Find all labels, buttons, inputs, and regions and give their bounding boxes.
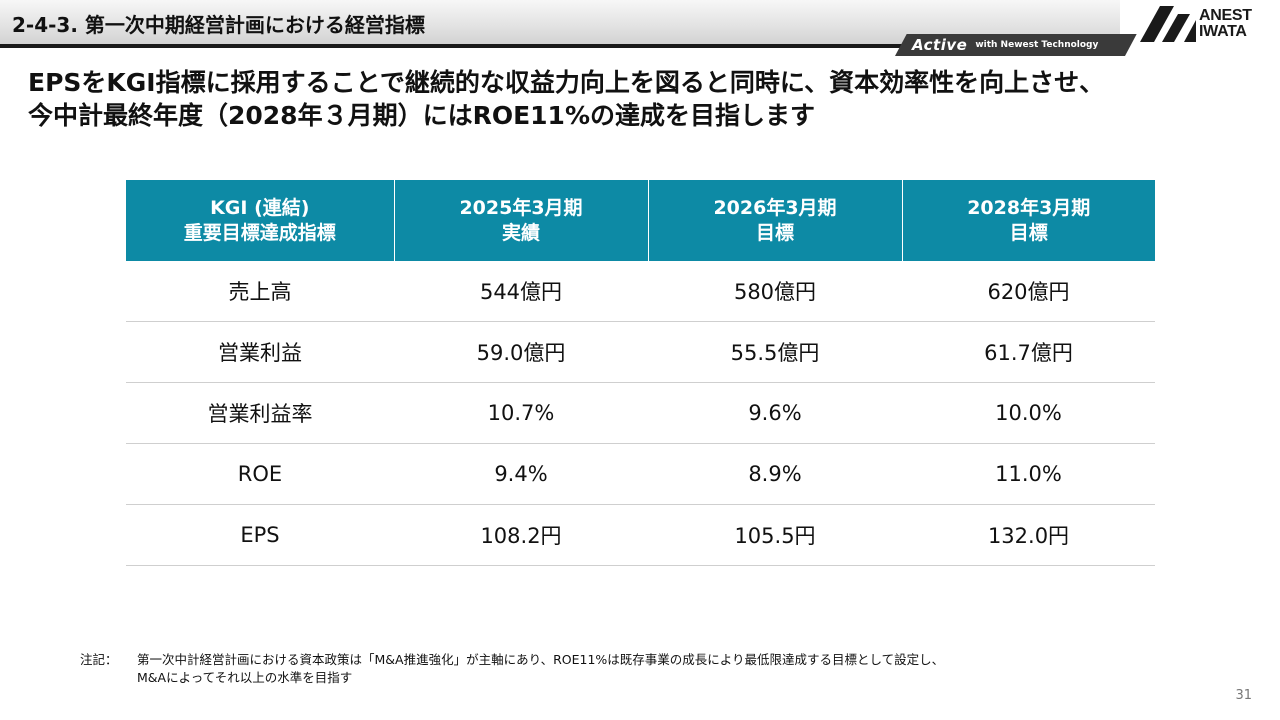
table-row: 売上高 544億円 580億円 620億円 [126,261,1155,322]
header-cell-line: 目標 [1009,221,1048,244]
table-row: 営業利益 59.0億円 55.5億円 61.7億円 [126,321,1155,383]
table-header-row: KGI (連結) 重要目標達成指標 2025年3月期 実績 2026年3月期 目… [126,180,1155,261]
table-cell: 9.4% [394,443,648,505]
header-cell-line: 2026年3月期 [713,196,837,219]
footnote-line2: M&Aによってそれ以上の水準を目指す [137,670,353,685]
anest-iwata-logo-mark-icon [1140,6,1196,42]
header-cell-fy2026: 2026年3月期 目標 [647,180,902,261]
logo-line2: IWATA [1199,23,1247,40]
table-row: EPS 108.2円 105.5円 132.0円 [126,504,1155,566]
header-cell-line: 目標 [755,221,794,244]
row-label: 営業利益 [126,321,394,383]
table-cell: 61.7億円 [902,321,1155,383]
table-cell: 580億円 [648,261,902,322]
table-cell: 108.2円 [394,504,648,566]
table-cell: 8.9% [648,443,902,505]
table-cell: 620億円 [902,261,1155,322]
headline: EPSをKGI指標に採用することで継続的な収益力向上を図ると同時に、資本効率性を… [28,66,1268,132]
page-number: 31 [1235,688,1252,703]
header-cell-line: 実績 [501,221,540,244]
row-label: 営業利益率 [126,382,394,444]
headline-line2: 今中計最終年度（2028年３月期）にはROE11%の達成を目指します [28,101,816,130]
tagline: Active with Newest Technology [912,36,1098,54]
tagline-active: Active [912,36,968,54]
table-cell: 10.0% [902,382,1155,444]
header-cell-line: 重要目標達成指標 [183,221,336,244]
header-cell-line: 2028年3月期 [967,196,1091,219]
row-label: ROE [126,443,394,505]
footnote-label: 注記： [80,652,118,667]
company-logo: ANEST IWATA [1140,6,1252,42]
header-cell-line: 2025年3月期 [459,196,583,219]
table-cell: 132.0円 [902,504,1155,566]
header-cell-kgi: KGI (連結) 重要目標達成指標 [126,180,394,261]
page-title: 2-4-3. 第一次中期経営計画における経営指標 [12,13,425,37]
table-cell: 105.5円 [648,504,902,566]
row-label: EPS [126,504,394,566]
table-cell: 59.0億円 [394,321,648,383]
header-cell-fy2028: 2028年3月期 目標 [901,180,1155,261]
table-cell: 55.5億円 [648,321,902,383]
table-row: ROE 9.4% 8.9% 11.0% [126,443,1155,505]
headline-line1: EPSをKGI指標に採用することで継続的な収益力向上を図ると同時に、資本効率性を… [28,68,1105,97]
logo-line1: ANEST [1199,7,1252,24]
row-label: 売上高 [126,261,394,322]
header-cell-line: KGI (連結) [210,196,310,219]
logo-text: ANEST IWATA [1199,8,1252,40]
table-cell: 10.7% [394,382,648,444]
tagline-sub: with Newest Technology [975,40,1099,50]
footnote-body: 第一次中計経営計画における資本政策は「M&A推進強化」が主軸にあり、ROE11%… [137,651,1137,687]
header-cell-fy2025: 2025年3月期 実績 [393,180,648,261]
kgi-table: KGI (連結) 重要目標達成指標 2025年3月期 実績 2026年3月期 目… [126,180,1155,566]
header-stripe [0,44,1120,48]
table-row: 営業利益率 10.7% 9.6% 10.0% [126,382,1155,444]
table-cell: 11.0% [902,443,1155,505]
table-cell: 9.6% [648,382,902,444]
table-cell: 544億円 [394,261,648,322]
footnote-line1: 第一次中計経営計画における資本政策は「M&A推進強化」が主軸にあり、ROE11%… [137,652,945,667]
